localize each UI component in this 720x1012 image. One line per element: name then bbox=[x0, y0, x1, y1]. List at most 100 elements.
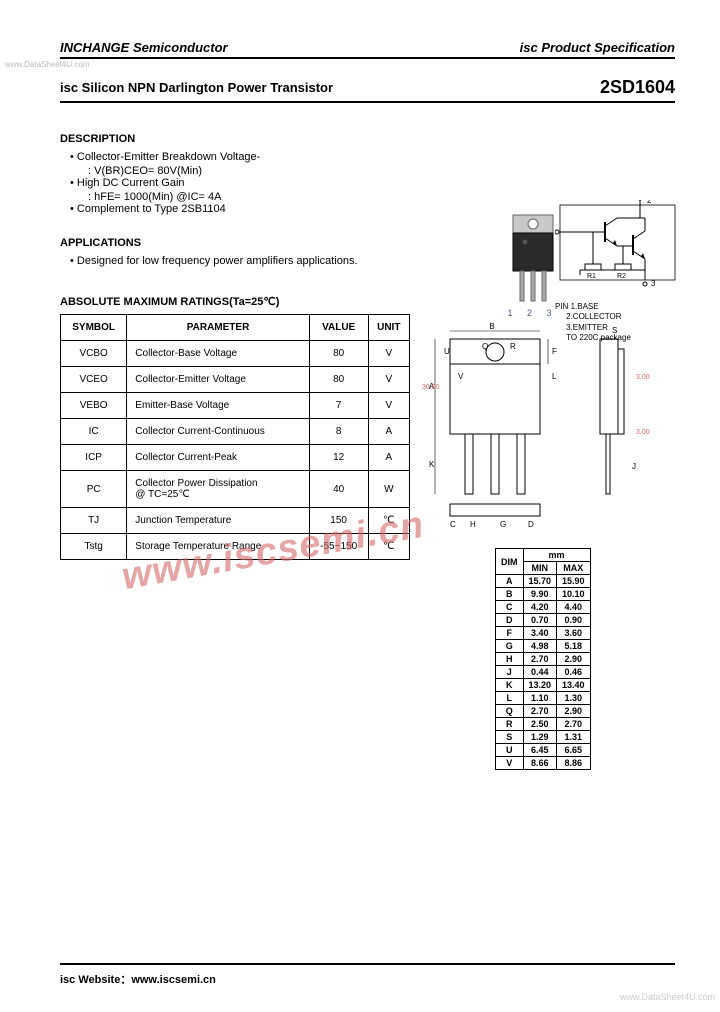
cell-max: 2.90 bbox=[557, 705, 591, 718]
cell-value: 80 bbox=[309, 341, 368, 367]
table-row: G4.985.18 bbox=[496, 640, 591, 653]
cell-max: 6.65 bbox=[557, 744, 591, 757]
cell-min: 8.66 bbox=[523, 757, 557, 770]
svg-text:3.00: 3.00 bbox=[636, 429, 650, 436]
svg-text:K: K bbox=[429, 460, 435, 469]
dimensions-table: DIM mm MIN MAX A15.7015.90B9.9010.10C4.2… bbox=[495, 548, 591, 770]
page-header: INCHANGE Semiconductor isc Product Speci… bbox=[60, 40, 675, 59]
svg-text:F: F bbox=[552, 347, 557, 356]
doc-type: isc Product Specification bbox=[520, 40, 675, 55]
svg-text:V: V bbox=[458, 372, 464, 381]
cell-dim: F bbox=[496, 627, 524, 640]
table-row: L1.101.30 bbox=[496, 692, 591, 705]
cell-dim: H bbox=[496, 653, 524, 666]
cell-symbol: Tstg bbox=[61, 534, 127, 560]
cell-unit: ℃ bbox=[368, 534, 409, 560]
cell-dim: R bbox=[496, 718, 524, 731]
cell-param: Junction Temperature bbox=[127, 508, 309, 534]
svg-text:G: G bbox=[500, 520, 506, 529]
cell-value: 8 bbox=[309, 419, 368, 445]
ratings-heading: ABSOLUTE MAXIMUM RATINGS(Ta=25℃) bbox=[60, 295, 410, 308]
svg-text:D: D bbox=[528, 520, 534, 529]
svg-text:U: U bbox=[444, 347, 450, 356]
svg-text:2: 2 bbox=[647, 200, 652, 205]
cell-max: 1.30 bbox=[557, 692, 591, 705]
desc-item: High DC Current Gain bbox=[70, 177, 675, 189]
table-row: ICCollector Current-Continuous8A bbox=[61, 419, 410, 445]
cell-dim: Q bbox=[496, 705, 524, 718]
cell-min: 0.70 bbox=[523, 614, 557, 627]
product-title: isc Silicon NPN Darlington Power Transis… bbox=[60, 80, 333, 95]
cell-symbol: VCEO bbox=[61, 367, 127, 393]
col-dim: DIM bbox=[496, 549, 524, 575]
cell-unit: A bbox=[368, 445, 409, 471]
company-name: INCHANGE Semiconductor bbox=[60, 40, 228, 55]
cell-max: 2.90 bbox=[557, 653, 591, 666]
table-row: B9.9010.10 bbox=[496, 588, 591, 601]
svg-text:S: S bbox=[612, 326, 617, 335]
part-number: 2SD1604 bbox=[600, 77, 675, 98]
cell-unit: V bbox=[368, 341, 409, 367]
cell-max: 10.10 bbox=[557, 588, 591, 601]
cell-param: Collector-Emitter Voltage bbox=[127, 367, 309, 393]
cell-max: 0.90 bbox=[557, 614, 591, 627]
table-row: F3.403.60 bbox=[496, 627, 591, 640]
cell-min: 4.98 bbox=[523, 640, 557, 653]
cell-dim: L bbox=[496, 692, 524, 705]
cell-symbol: IC bbox=[61, 419, 127, 445]
cell-dim: J bbox=[496, 666, 524, 679]
cell-symbol: PC bbox=[61, 471, 127, 508]
cell-min: 15.70 bbox=[523, 575, 557, 588]
svg-text:1: 1 bbox=[555, 221, 556, 230]
cell-max: 0.46 bbox=[557, 666, 591, 679]
cell-dim: C bbox=[496, 601, 524, 614]
table-row: VCEOCollector-Emitter Voltage80V bbox=[61, 367, 410, 393]
cell-dim: B bbox=[496, 588, 524, 601]
cell-dim: D bbox=[496, 614, 524, 627]
svg-text:Q: Q bbox=[482, 342, 488, 351]
table-row: PCCollector Power Dissipation@ TC=25℃40W bbox=[61, 471, 410, 508]
cell-symbol: ICP bbox=[61, 445, 127, 471]
cell-min: 2.70 bbox=[523, 705, 557, 718]
cell-param: Storage Temperature Range bbox=[127, 534, 309, 560]
table-row: J0.440.46 bbox=[496, 666, 591, 679]
cell-dim: V bbox=[496, 757, 524, 770]
table-row: V8.668.86 bbox=[496, 757, 591, 770]
cell-param: Collector Current-Peak bbox=[127, 445, 309, 471]
cell-max: 5.18 bbox=[557, 640, 591, 653]
table-row: S1.291.31 bbox=[496, 731, 591, 744]
table-row: ICPCollector Current-Peak12A bbox=[61, 445, 410, 471]
watermark-left: www.DataSheet4U.com bbox=[5, 60, 89, 69]
footer: isc Website：www.iscsemi.cn bbox=[60, 963, 675, 987]
col-min: MIN bbox=[523, 562, 557, 575]
table-row: A15.7015.90 bbox=[496, 575, 591, 588]
table-row: TstgStorage Temperature Range-55~150℃ bbox=[61, 534, 410, 560]
cell-param: Collector-Base Voltage bbox=[127, 341, 309, 367]
cell-param: Collector Power Dissipation@ TC=25℃ bbox=[127, 471, 309, 508]
cell-max: 13.40 bbox=[557, 679, 591, 692]
cell-min: 13.20 bbox=[523, 679, 557, 692]
table-row: K13.2013.40 bbox=[496, 679, 591, 692]
cell-value: 7 bbox=[309, 393, 368, 419]
svg-text:C: C bbox=[450, 520, 456, 529]
cell-min: 0.44 bbox=[523, 666, 557, 679]
cell-min: 6.45 bbox=[523, 744, 557, 757]
table-row: VEBOEmitter-Base Voltage7V bbox=[61, 393, 410, 419]
col-max: MAX bbox=[557, 562, 591, 575]
cell-value: 150 bbox=[309, 508, 368, 534]
cell-min: 3.40 bbox=[523, 627, 557, 640]
col-symbol: SYMBOL bbox=[61, 315, 127, 341]
cell-max: 15.90 bbox=[557, 575, 591, 588]
cell-min: 1.10 bbox=[523, 692, 557, 705]
desc-item: Collector-Emitter Breakdown Voltage- bbox=[70, 151, 675, 163]
cell-unit: V bbox=[368, 393, 409, 419]
cell-value: 80 bbox=[309, 367, 368, 393]
table-row: C4.204.40 bbox=[496, 601, 591, 614]
table-row: SYMBOL PARAMETER VALUE UNIT bbox=[61, 315, 410, 341]
table-row: D0.700.90 bbox=[496, 614, 591, 627]
cell-symbol: VEBO bbox=[61, 393, 127, 419]
cell-max: 8.86 bbox=[557, 757, 591, 770]
cell-dim: K bbox=[496, 679, 524, 692]
svg-text:J: J bbox=[632, 462, 636, 471]
cell-min: 1.29 bbox=[523, 731, 557, 744]
